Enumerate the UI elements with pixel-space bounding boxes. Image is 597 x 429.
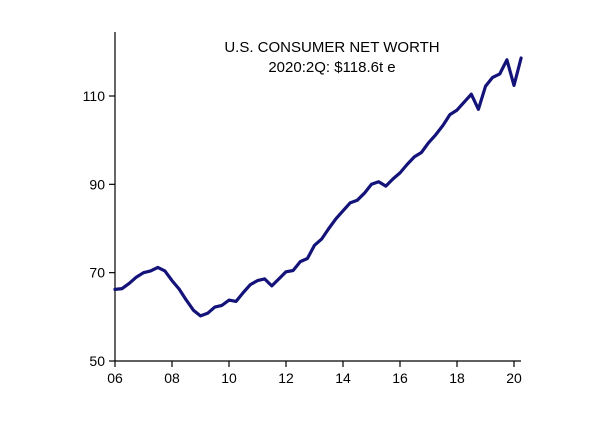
- data-point: [185, 299, 188, 301]
- data-point: [206, 312, 209, 315]
- x-tick-label: 08: [164, 370, 180, 386]
- data-point: [299, 260, 302, 263]
- data-point: [221, 304, 223, 307]
- data-point: [278, 278, 280, 280]
- data-point: [477, 108, 480, 111]
- data-point: [420, 151, 423, 154]
- data-point: [249, 283, 252, 286]
- data-point: [114, 288, 116, 291]
- y-tick-label: 70: [89, 265, 105, 281]
- data-point: [442, 124, 444, 127]
- data-point: [271, 285, 273, 287]
- chart-title: U.S. CONSUMER NET WORTH: [224, 39, 439, 56]
- data-point: [242, 291, 245, 294]
- x-tick-label: 10: [221, 370, 237, 386]
- data-point: [449, 113, 451, 116]
- data-point: [235, 300, 237, 303]
- data-point: [506, 59, 508, 61]
- data-point: [470, 93, 473, 95]
- x-ticks: 06 08 10 12 14 16 18 20: [107, 361, 522, 386]
- data-point: [513, 84, 515, 87]
- data-point: [320, 238, 323, 240]
- data-point: [342, 210, 344, 212]
- x-tick-label: 12: [278, 370, 294, 386]
- data-point: [178, 288, 180, 290]
- data-point: [456, 109, 458, 111]
- data-point: [214, 306, 216, 308]
- data-point: [335, 218, 337, 220]
- data-point: [392, 178, 394, 180]
- data-point: [142, 271, 145, 274]
- y-tick-label: 110: [83, 88, 106, 104]
- data-point: [328, 227, 330, 230]
- data-point: [406, 163, 408, 166]
- data-point: [463, 101, 465, 103]
- x-tick-label: 16: [392, 370, 408, 386]
- data-point: [385, 185, 387, 187]
- data-point: [349, 202, 351, 204]
- data-point: [484, 85, 487, 88]
- data-point: [157, 266, 159, 269]
- data-point: [192, 309, 195, 312]
- data-point: [520, 57, 522, 59]
- data-point: [399, 172, 401, 174]
- chart-subtitle: 2020:2Q: $118.6t e: [268, 59, 395, 76]
- y-tick-label: 90: [89, 176, 105, 192]
- series-group: [113, 56, 523, 318]
- x-tick-label: 18: [449, 370, 465, 386]
- data-point: [292, 269, 294, 272]
- x-tick-label: 20: [506, 370, 522, 386]
- y-ticks: 50 70 90 110: [83, 88, 115, 369]
- data-point: [199, 315, 202, 317]
- data-point: [434, 134, 437, 136]
- data-point: [363, 192, 366, 194]
- data-point: [285, 271, 287, 273]
- data-point: [313, 244, 316, 247]
- y-tick-label: 50: [89, 353, 105, 369]
- data-point: [356, 199, 359, 201]
- data-point: [491, 76, 494, 79]
- data-point: [149, 270, 152, 272]
- x-tick-label: 14: [335, 370, 351, 386]
- data-point: [228, 299, 230, 301]
- data-point: [121, 287, 123, 290]
- data-point: [263, 278, 266, 280]
- net-worth-line: [113, 56, 523, 318]
- data-point: [164, 270, 166, 272]
- data-point: [377, 180, 380, 183]
- data-point: [171, 279, 173, 282]
- data-point: [135, 276, 138, 278]
- data-point: [256, 279, 259, 282]
- data-point: [499, 73, 501, 75]
- data-point: [306, 257, 309, 260]
- data-point: [128, 282, 131, 285]
- data-point: [427, 142, 430, 144]
- data-point: [413, 156, 416, 158]
- x-tick-label: 06: [107, 370, 123, 386]
- data-point: [370, 183, 373, 186]
